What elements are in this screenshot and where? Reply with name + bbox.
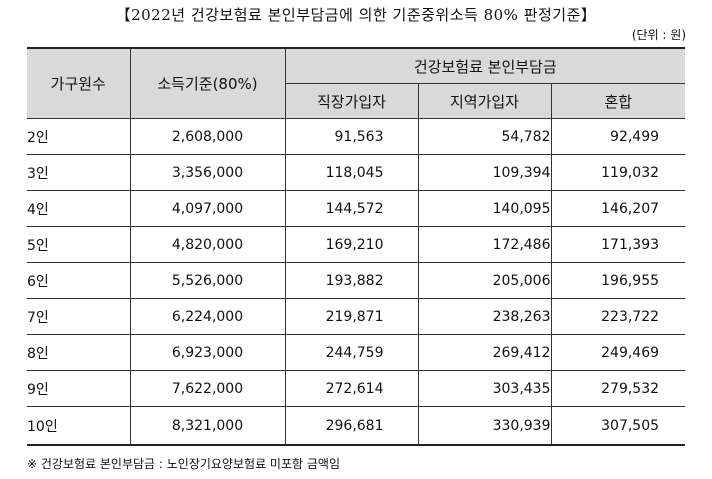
- regional-cell: 269,412: [417, 334, 552, 371]
- header-income: 소득기준(80%): [129, 47, 286, 119]
- regional-cell: 140,095: [417, 190, 552, 227]
- regional-cell: 205,006: [417, 262, 552, 299]
- household-cell: 9인: [27, 370, 131, 407]
- income-cell: 7,622,000: [129, 370, 286, 407]
- employee-cell: 219,871: [284, 298, 419, 335]
- table-row: 10인 8,321,000 296,681 330,939 307,505: [27, 406, 686, 446]
- table-row: 6인 5,526,000 193,882 205,006 196,955: [27, 262, 686, 299]
- employee-cell: 144,572: [284, 190, 419, 227]
- footnote: ※ 건강보험료 본인부담금 : 노인장기요양보험료 미포함 금액임: [27, 457, 340, 471]
- mixed-cell: 307,505: [550, 406, 686, 446]
- unit-label: (단위 : 원): [631, 28, 686, 42]
- regional-cell: 54,782: [417, 118, 552, 155]
- household-cell: 3인: [27, 154, 131, 191]
- mixed-cell: 223,722: [550, 298, 686, 335]
- income-cell: 4,097,000: [129, 190, 286, 227]
- household-cell: 5인: [27, 226, 131, 263]
- header-regional: 지역가입자: [417, 83, 552, 119]
- table-row: 2인 2,608,000 91,563 54,782 92,499: [27, 118, 686, 155]
- employee-cell: 244,759: [284, 334, 419, 371]
- household-cell: 6인: [27, 262, 131, 299]
- header-employee: 직장가입자: [285, 83, 419, 119]
- regional-cell: 330,939: [417, 406, 552, 446]
- employee-cell: 169,210: [284, 226, 419, 263]
- mixed-cell: 119,032: [550, 154, 686, 191]
- household-cell: 4인: [27, 190, 131, 227]
- header-household: 가구원수: [27, 47, 131, 119]
- mixed-cell: 279,532: [550, 370, 686, 407]
- income-cell: 6,224,000: [129, 298, 286, 335]
- income-cell: 6,923,000: [129, 334, 286, 371]
- employee-cell: 91,563: [284, 118, 419, 155]
- document-title: 【2022년 건강보험료 본인부담금에 의한 기준중위소득 80% 판정기준】: [115, 6, 597, 24]
- regional-cell: 172,486: [417, 226, 552, 263]
- mixed-cell: 196,955: [550, 262, 686, 299]
- income-cell: 4,820,000: [129, 226, 286, 263]
- regional-cell: 238,263: [417, 298, 552, 335]
- table-row: 5인 4,820,000 169,210 172,486 171,393: [27, 226, 686, 263]
- income-cell: 5,526,000: [129, 262, 286, 299]
- mixed-cell: 249,469: [550, 334, 686, 371]
- household-cell: 10인: [27, 406, 131, 446]
- employee-cell: 118,045: [284, 154, 419, 191]
- criteria-table: 가구원수 소득기준(80%) 건강보험료 본인부담금 직장가입자 지역가입자 혼…: [27, 47, 686, 446]
- mixed-cell: 146,207: [550, 190, 686, 227]
- regional-cell: 109,394: [417, 154, 552, 191]
- table-body: 2인 2,608,000 91,563 54,782 92,499 3인 3,356,000…: [27, 118, 686, 446]
- household-cell: 8인: [27, 334, 131, 371]
- employee-cell: 193,882: [284, 262, 419, 299]
- table-row: 9인 7,622,000 272,614 303,435 279,532: [27, 370, 686, 407]
- household-cell: 2인: [27, 118, 131, 155]
- table-row: 8인 6,923,000 244,759 269,412 249,469: [27, 334, 686, 371]
- mixed-cell: 92,499: [550, 118, 686, 155]
- employee-cell: 296,681: [284, 406, 419, 446]
- regional-cell: 303,435: [417, 370, 552, 407]
- income-cell: 8,321,000: [129, 406, 286, 446]
- header-mixed: 혼합: [550, 83, 686, 119]
- header-contribution-group: 건강보험료 본인부담금: [284, 47, 686, 84]
- mixed-cell: 171,393: [550, 226, 686, 263]
- table-row: 3인 3,356,000 118,045 109,394 119,032: [27, 154, 686, 191]
- employee-cell: 272,614: [284, 370, 419, 407]
- table-row: 7인 6,224,000 219,871 238,263 223,722: [27, 298, 686, 335]
- table-row: 4인 4,097,000 144,572 140,095 146,207: [27, 190, 686, 227]
- household-cell: 7인: [27, 298, 131, 335]
- income-cell: 2,608,000: [129, 118, 286, 155]
- income-cell: 3,356,000: [129, 154, 286, 191]
